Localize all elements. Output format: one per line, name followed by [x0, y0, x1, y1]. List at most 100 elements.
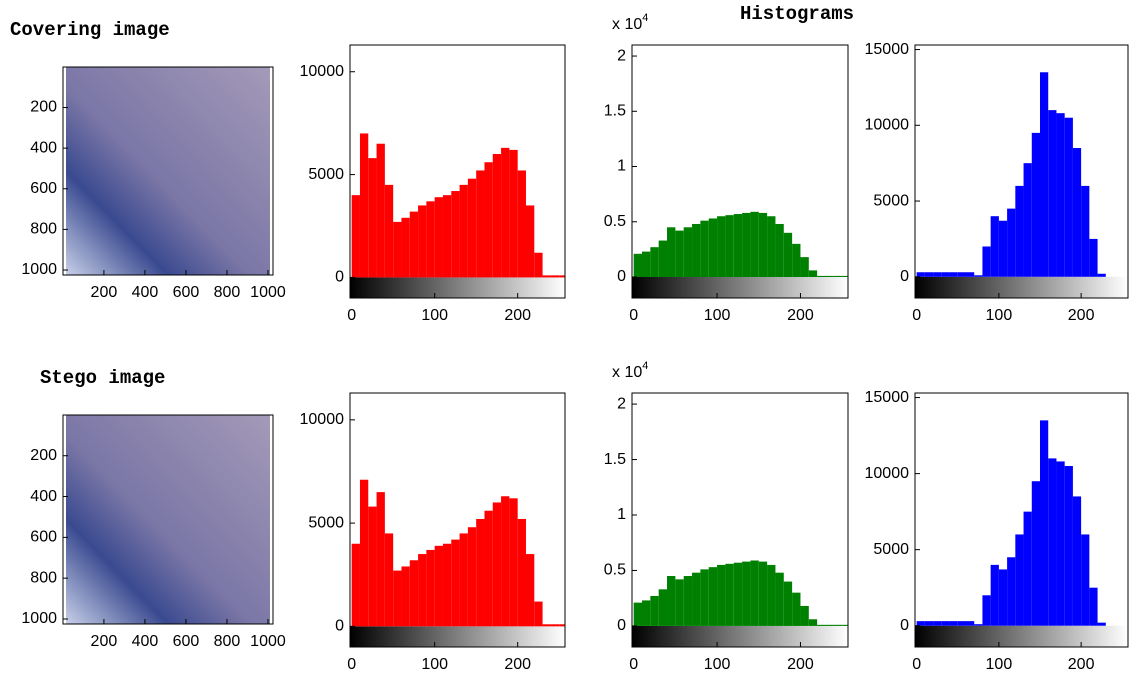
y-tick-label: 200 [30, 99, 57, 116]
exponent: 4 [642, 360, 648, 372]
bar [825, 624, 834, 626]
bar [384, 184, 394, 278]
bar [1056, 461, 1065, 626]
x-tick-label: 100 [704, 656, 731, 673]
bar [434, 545, 443, 627]
x-tick-label: 200 [1068, 307, 1095, 324]
axes-box [62, 66, 274, 276]
bar [725, 215, 734, 278]
colorbar [350, 626, 565, 647]
bar [351, 195, 360, 278]
y-tick-label: 2 [617, 395, 626, 412]
bar [359, 133, 369, 278]
bar [933, 621, 942, 626]
bar [800, 605, 809, 626]
colorbar [915, 276, 1128, 298]
x-tick-label: 0 [629, 307, 638, 324]
bar [642, 251, 651, 278]
y-tick-label: 15000 [865, 389, 910, 406]
bar [359, 479, 369, 627]
bar [442, 195, 452, 278]
bar [982, 595, 991, 626]
bar [492, 502, 502, 627]
bar [742, 561, 751, 626]
colorbar [632, 625, 848, 647]
exponent: 4 [642, 12, 648, 24]
bar [792, 243, 801, 278]
bar [376, 492, 385, 627]
bar [675, 579, 684, 626]
bar [733, 562, 743, 626]
image [66, 415, 270, 624]
bar [924, 621, 934, 626]
x-tick-label: 100 [421, 656, 448, 673]
bar [833, 275, 843, 278]
x-tick-label: 100 [421, 307, 448, 324]
bar [998, 569, 1008, 626]
x-tick-label: 100 [704, 307, 731, 324]
bar [683, 576, 693, 626]
y-tick-label: 10000 [300, 63, 345, 80]
y-tick-label: 10000 [865, 117, 910, 134]
bar [1023, 163, 1032, 277]
y-tick-label: 5000 [308, 514, 344, 531]
subplot-title: Stego image [40, 367, 165, 389]
y-tick-label: 1 [617, 158, 626, 175]
x-tick-label: 600 [173, 633, 200, 650]
bar [451, 539, 460, 627]
y-tick-label: 15000 [865, 41, 910, 58]
bar [1007, 557, 1016, 626]
x-tick-label: 200 [787, 656, 814, 673]
colorbar [915, 625, 1128, 647]
bar [941, 272, 950, 277]
bar [1064, 466, 1073, 626]
bar [965, 272, 975, 277]
bar [376, 143, 385, 278]
bar [351, 543, 360, 627]
bar [1072, 148, 1082, 277]
bar [842, 275, 848, 278]
y-tick-label: 10000 [865, 465, 910, 482]
bar [559, 624, 565, 627]
exponent-base: x 10 [612, 16, 642, 33]
bar [767, 216, 776, 278]
y-tick-label: 800 [30, 569, 57, 586]
bar [426, 201, 435, 278]
bar [933, 272, 942, 277]
bar [442, 543, 452, 627]
x-tick-label: 0 [347, 307, 356, 324]
y-tick-label: 1 [617, 506, 626, 523]
x-tick-label: 1000 [250, 284, 286, 301]
x-tick-label: 200 [91, 633, 118, 650]
bar [459, 184, 468, 278]
bar [808, 270, 818, 278]
bar [1048, 458, 1057, 626]
bar [792, 592, 801, 626]
bar [467, 178, 477, 278]
x-tick-label: 200 [91, 284, 118, 301]
bar [1064, 117, 1073, 277]
bar [775, 223, 784, 278]
bar [658, 240, 668, 278]
bar [1031, 481, 1041, 626]
x-tick-label: 200 [1068, 656, 1095, 673]
bar [633, 602, 643, 626]
bar [982, 246, 991, 277]
y-tick-label: 1.5 [604, 103, 626, 120]
x-tick-label: 800 [214, 284, 241, 301]
bar [517, 170, 526, 278]
y-tick-label: 400 [30, 488, 57, 505]
axes-box [349, 392, 566, 648]
bar [418, 554, 427, 627]
y-tick-label: 0 [335, 269, 344, 286]
bar [817, 275, 826, 278]
y-tick-label: 600 [30, 180, 57, 197]
bar [467, 527, 477, 627]
bar [990, 216, 999, 277]
bar [916, 272, 925, 277]
y-tick-label: 1.5 [604, 451, 626, 468]
bar [434, 197, 443, 278]
bar [998, 220, 1008, 277]
bar [509, 149, 518, 278]
bar [1072, 496, 1082, 626]
